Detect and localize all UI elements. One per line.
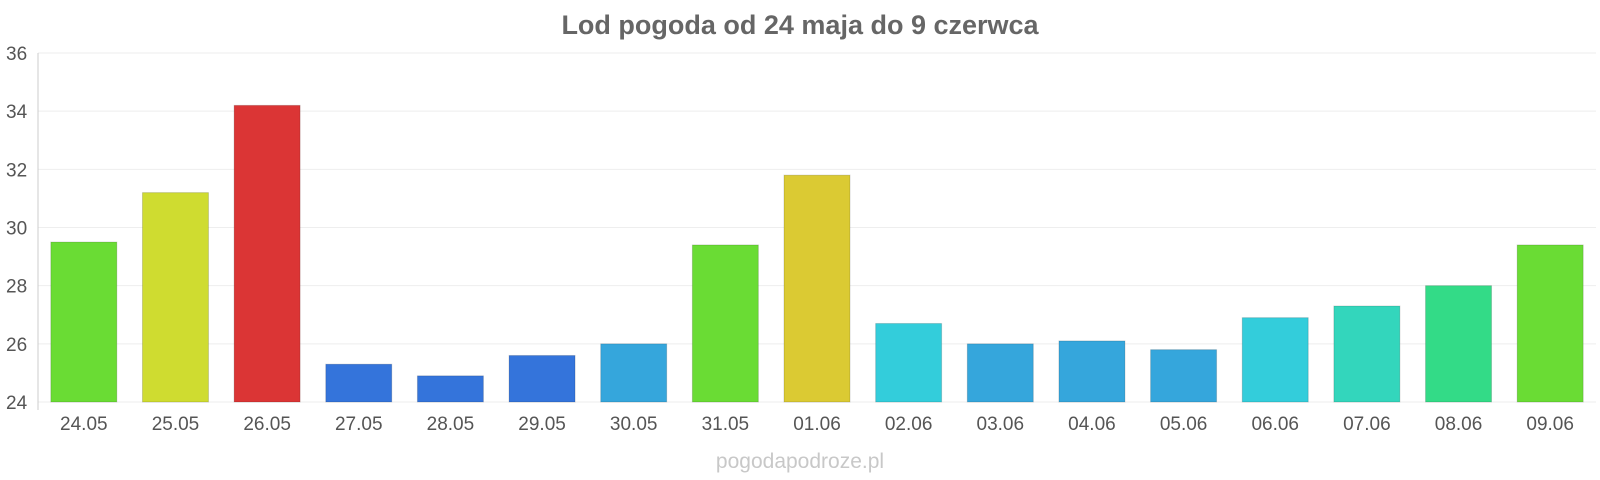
y-tick-label: 34 xyxy=(6,102,28,123)
bar-31.05 xyxy=(691,244,759,403)
x-tick-label: 26.05 xyxy=(243,414,291,435)
bar-03.06 xyxy=(966,343,1034,403)
bar-08.06 xyxy=(1425,285,1493,403)
x-tick-label: 07.06 xyxy=(1343,414,1391,435)
x-tick-label: 30.05 xyxy=(610,414,658,435)
x-tick-label: 09.06 xyxy=(1526,414,1574,435)
y-tick-label: 30 xyxy=(6,219,27,240)
bar-01.06 xyxy=(783,174,851,403)
bar-05.06 xyxy=(1150,349,1218,403)
tick-labels: 24 26 28 30 32 34 36 24.05 25.05 26.05 27.05 28.05 2… xyxy=(6,44,1574,435)
x-tick-label: 27.05 xyxy=(335,414,383,435)
y-tick-label: 26 xyxy=(6,335,27,356)
bar-07.06 xyxy=(1333,305,1401,403)
bars xyxy=(50,104,1584,403)
y-tick-label: 24 xyxy=(6,393,28,414)
x-tick-label: 31.05 xyxy=(702,414,750,435)
y-tick-label: 28 xyxy=(6,277,27,298)
watermark: pogodapodroze.pl xyxy=(715,450,885,473)
bar-24.05 xyxy=(50,241,118,403)
x-tick-label: 29.05 xyxy=(518,414,566,435)
y-tick-label: 36 xyxy=(6,44,27,65)
bar-29.05 xyxy=(508,354,576,403)
bar-26.05 xyxy=(233,104,301,403)
x-tick-label: 28.05 xyxy=(427,414,475,435)
x-tick-label: 25.05 xyxy=(152,414,200,435)
bar-30.05 xyxy=(600,343,668,403)
x-tick-label: 02.06 xyxy=(885,414,933,435)
x-tick-label: 24.05 xyxy=(60,414,108,435)
bar-02.06 xyxy=(875,322,943,403)
bar-25.05 xyxy=(141,192,209,403)
x-tick-label: 05.06 xyxy=(1160,414,1208,435)
bar-27.05 xyxy=(325,363,393,403)
x-tick-label: 03.06 xyxy=(977,414,1025,435)
x-tick-label: 04.06 xyxy=(1068,414,1116,435)
y-tick-label: 32 xyxy=(6,160,27,181)
bar-28.05 xyxy=(416,375,484,403)
x-tick-label: 08.06 xyxy=(1435,414,1483,435)
bar-09.06 xyxy=(1516,244,1584,403)
bar-06.06 xyxy=(1241,317,1309,403)
x-tick-label: 01.06 xyxy=(793,414,841,435)
bar-04.06 xyxy=(1058,340,1126,403)
chart-title: Lod pogoda od 24 maja do 9 czerwca xyxy=(561,10,1039,40)
x-tick-label: 06.06 xyxy=(1251,414,1299,435)
